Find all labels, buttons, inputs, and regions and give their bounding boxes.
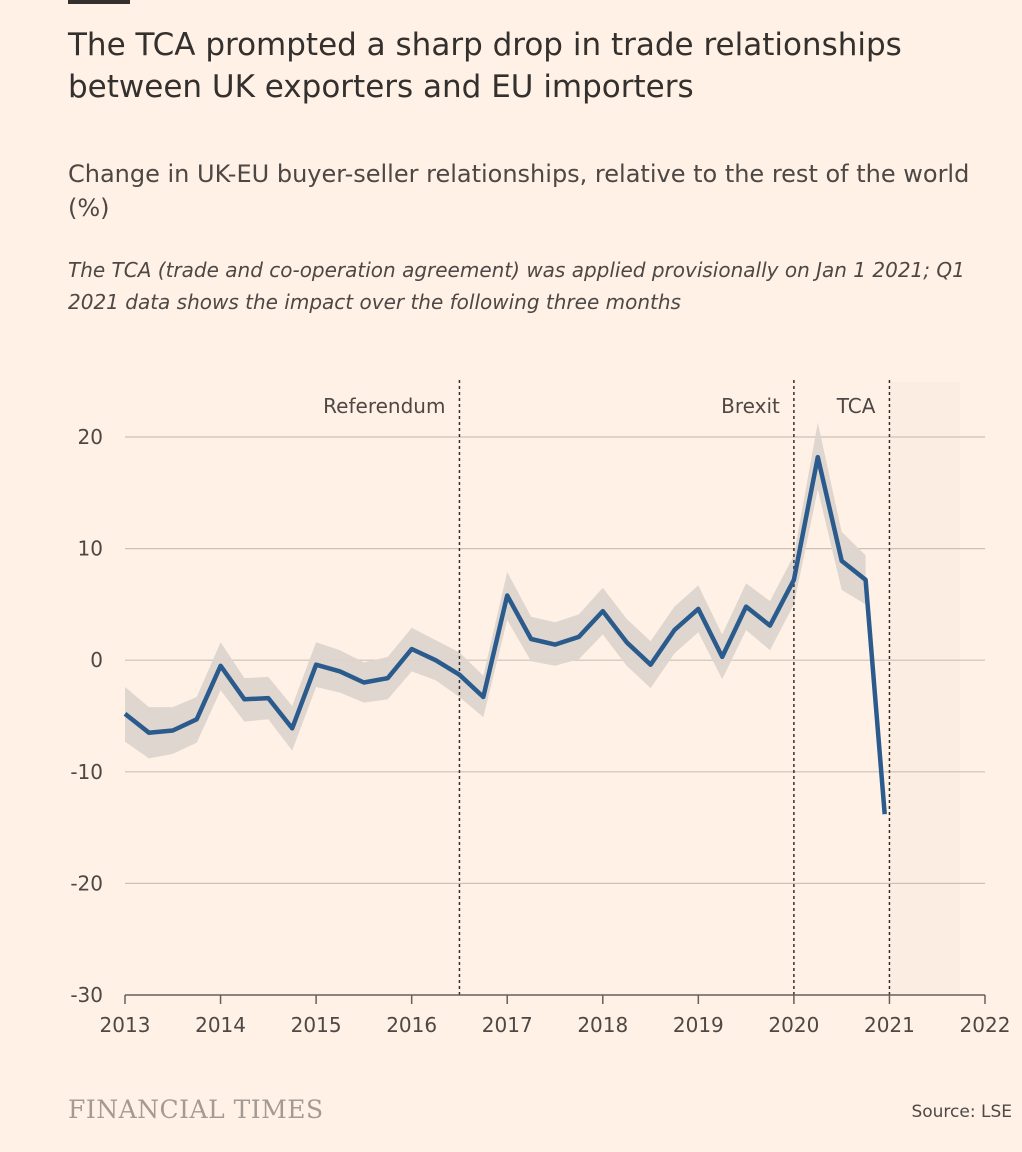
chart-subtitle: Change in UK-EU buyer-seller relationshi… bbox=[68, 160, 970, 222]
annotation-label: Brexit bbox=[721, 394, 780, 418]
confidence-band bbox=[125, 422, 866, 759]
x-tick-label: 2022 bbox=[960, 1013, 1011, 1037]
annotation-label: TCA bbox=[836, 394, 876, 418]
x-tick-label: 2020 bbox=[768, 1013, 819, 1037]
x-tick-label: 2018 bbox=[577, 1013, 628, 1037]
chart-title: The TCA prompted a sharp drop in trade r… bbox=[68, 27, 902, 105]
y-tick-label: -30 bbox=[70, 983, 103, 1007]
y-tick-label: -10 bbox=[70, 760, 103, 784]
ft-brand-wordmark: FINANCIAL TIMES bbox=[68, 1095, 324, 1124]
y-tick-label: 10 bbox=[78, 537, 103, 561]
x-tick-label: 2016 bbox=[386, 1013, 437, 1037]
y-tick-label: 20 bbox=[78, 425, 103, 449]
chart-note: The TCA (trade and co-operation agreemen… bbox=[68, 258, 965, 314]
x-tick-label: 2013 bbox=[100, 1013, 151, 1037]
annotation-label: Referendum bbox=[323, 394, 445, 418]
x-tick-label: 2021 bbox=[864, 1013, 915, 1037]
x-tick-label: 2019 bbox=[673, 1013, 724, 1037]
line-chart: Referendum Brexit TCA -30 -20 -10 0 10 20 2013 20… bbox=[70, 380, 1011, 1037]
x-tick-label: 2017 bbox=[482, 1013, 533, 1037]
x-tick-label: 2015 bbox=[291, 1013, 342, 1037]
y-tick-label: -20 bbox=[70, 871, 103, 895]
x-tick-label: 2014 bbox=[195, 1013, 246, 1037]
source-label: Source: LSE bbox=[911, 1102, 1012, 1122]
post-tca-shaded-region bbox=[889, 382, 960, 995]
ft-accent-bar bbox=[68, 0, 130, 4]
series-line bbox=[123, 454, 887, 815]
y-tick-label: 0 bbox=[90, 648, 103, 672]
